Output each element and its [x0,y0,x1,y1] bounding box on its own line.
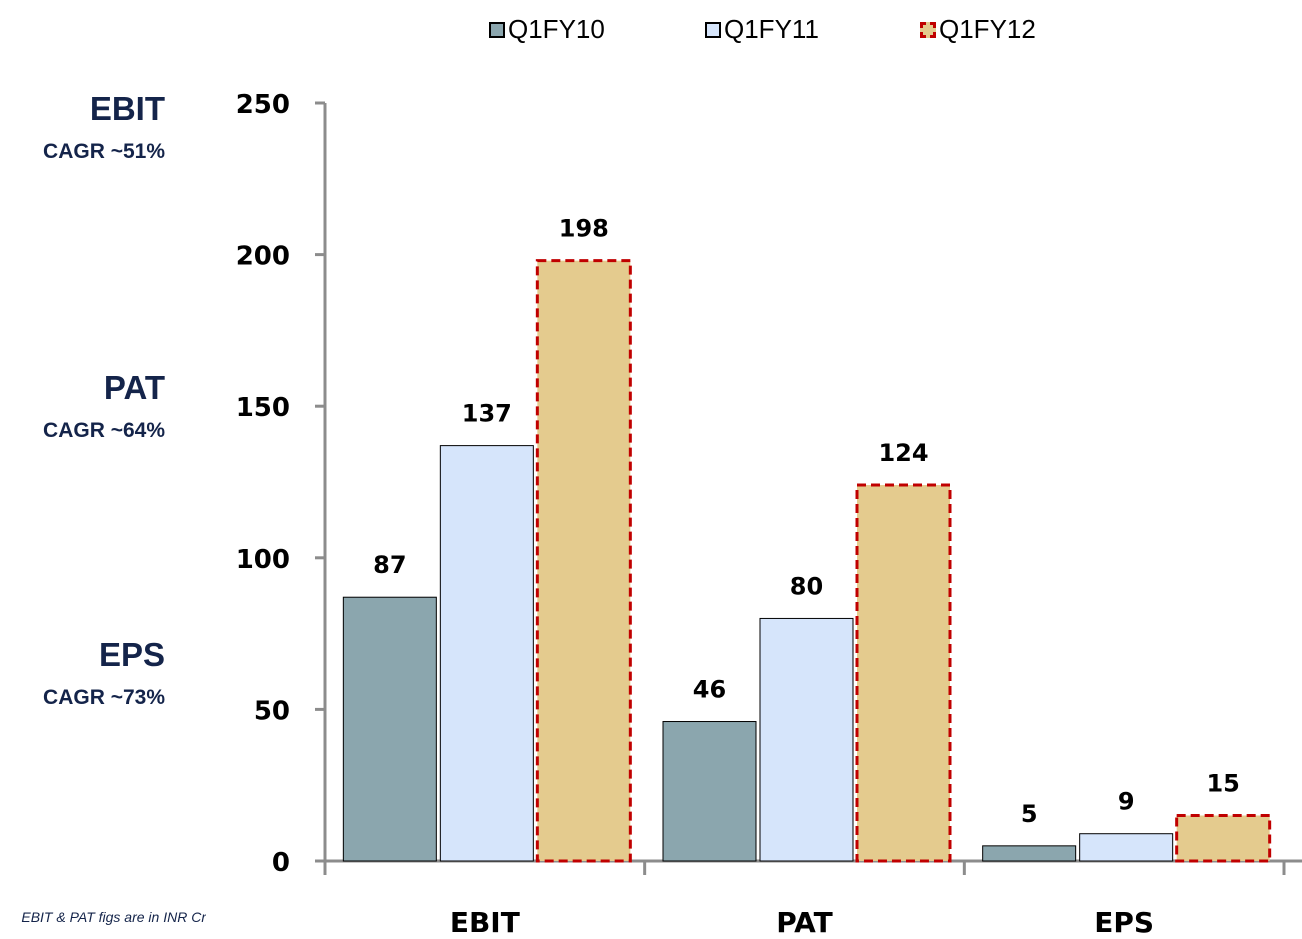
bar-q1fy12-pat [857,485,950,861]
y-tick-label: 100 [236,545,290,575]
bar-q1fy10-eps [983,846,1076,861]
x-category-label: PAT [776,906,833,939]
bar-q1fy10-pat [663,722,756,861]
y-tick-label: 250 [236,90,290,120]
bar-q1fy11-ebit [440,446,533,861]
bar-q1fy12-eps [1177,816,1270,861]
data-label: 198 [559,215,609,243]
y-tick-label: 0 [272,848,290,878]
data-label: 15 [1206,770,1239,798]
data-label: 80 [790,572,823,600]
x-category-label: EBIT [450,906,520,939]
y-tick-label: 50 [254,696,290,726]
bar-q1fy12-ebit [537,261,630,861]
bar-q1fy10-ebit [343,597,436,861]
data-label: 124 [878,439,928,467]
bar-q1fy11-pat [760,618,853,861]
data-label: 5 [1021,800,1038,828]
y-tick-label: 200 [236,242,290,272]
y-tick-label: 150 [236,393,290,423]
x-category-label: EPS [1094,906,1154,939]
data-label: 87 [373,551,406,579]
bar-q1fy11-eps [1080,834,1173,861]
data-label: 137 [462,400,512,428]
data-label: 9 [1118,788,1135,816]
data-label: 46 [693,676,726,704]
